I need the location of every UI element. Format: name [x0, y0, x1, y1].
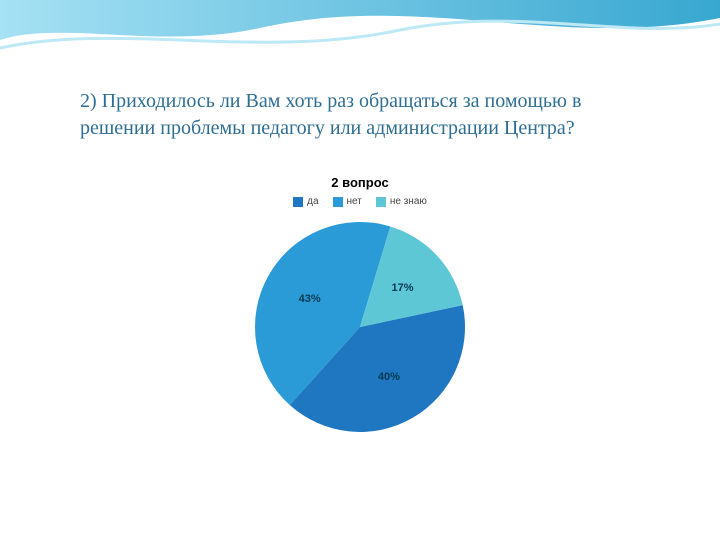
legend-item-1: нет: [333, 196, 362, 207]
legend-swatch-1: [333, 197, 343, 207]
legend-swatch-0: [293, 197, 303, 207]
slide: 2) Приходилось ли Вам хоть раз обращатьс…: [0, 0, 720, 540]
chart-legend: да нет не знаю: [160, 196, 560, 207]
pie-slice-label-1: 43%: [299, 293, 321, 305]
pie-wrap: 40% 43% 17%: [250, 217, 470, 437]
question-heading: 2) Приходилось ли Вам хоть раз обращатьс…: [80, 88, 640, 142]
top-wave-decoration: [0, 0, 720, 70]
pie-slice-label-2: 17%: [391, 282, 413, 294]
legend-item-0: да: [293, 196, 318, 207]
legend-label-0: да: [307, 196, 318, 207]
legend-item-2: не знаю: [376, 196, 427, 207]
legend-label-2: не знаю: [390, 196, 427, 207]
pie-chart: 2 вопрос да нет не знаю 40% 43% 17%: [160, 175, 560, 437]
chart-title: 2 вопрос: [160, 175, 560, 190]
pie-svg: [250, 217, 470, 437]
legend-label-1: нет: [347, 196, 362, 207]
legend-swatch-2: [376, 197, 386, 207]
pie-slice-label-0: 40%: [378, 371, 400, 383]
